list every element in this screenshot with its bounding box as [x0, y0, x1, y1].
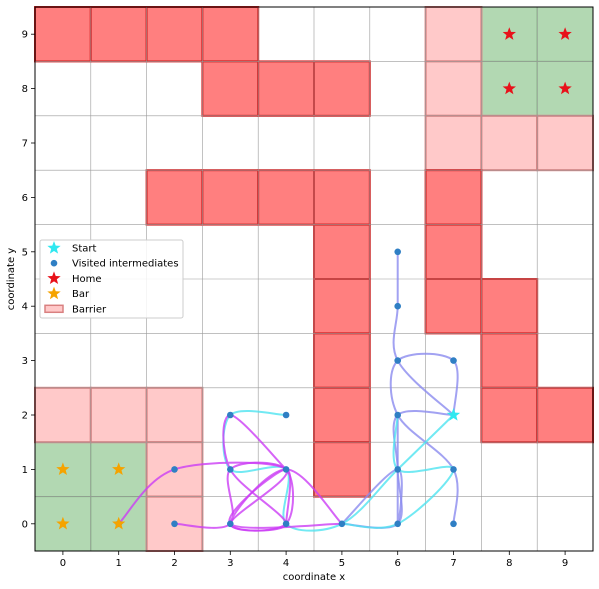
visited-point — [283, 521, 290, 528]
visited-point — [394, 521, 401, 528]
barrier-cell — [91, 7, 147, 61]
y-tick-label: 8 — [22, 84, 28, 95]
barrier-cell — [314, 170, 370, 224]
barrier-cell — [314, 279, 370, 333]
barrier-cell — [35, 7, 91, 61]
barrier-cell — [426, 225, 482, 279]
x-tick-label: 0 — [60, 558, 66, 569]
visited-point — [450, 521, 457, 528]
x-tick-label: 4 — [283, 558, 289, 569]
y-tick-label: 3 — [22, 356, 28, 367]
barrier-cell — [147, 170, 203, 224]
barrier-cell — [202, 61, 258, 115]
visited-point — [394, 249, 401, 256]
barrier-cell — [258, 61, 314, 115]
legend-home-label: Home — [72, 274, 102, 285]
visited-point — [227, 521, 234, 528]
barrier-cell — [537, 388, 593, 442]
barrier-cell — [258, 170, 314, 224]
visited-point — [171, 521, 178, 528]
x-axis-label: coordinate x — [283, 572, 346, 583]
barrier-cell — [314, 442, 370, 496]
barrier-cell — [147, 7, 203, 61]
barrier-cell — [202, 170, 258, 224]
visited-point — [227, 412, 234, 419]
barrier-cell — [426, 279, 482, 333]
soft-barrier-cell — [426, 61, 482, 115]
x-tick-label: 7 — [450, 558, 456, 569]
legend-start-label: Start — [72, 244, 97, 255]
visited-point — [171, 466, 178, 473]
visited-point — [339, 521, 346, 528]
barrier-cell — [426, 170, 482, 224]
soft-barrier-cell — [426, 116, 482, 170]
visited-point — [394, 466, 401, 473]
visited-point — [394, 357, 401, 364]
x-tick-label: 6 — [395, 558, 401, 569]
legend-bar-label: Bar — [72, 289, 90, 300]
barrier-cell — [481, 333, 537, 387]
barrier-cell — [481, 279, 537, 333]
barrier-cell — [314, 61, 370, 115]
legend-barrier-label: Barrier — [72, 304, 107, 315]
visited-point — [394, 303, 401, 310]
x-tick-label: 2 — [171, 558, 177, 569]
soft-barrier-cell — [147, 388, 203, 442]
soft-barrier-cell — [481, 116, 537, 170]
y-tick-label: 1 — [22, 465, 28, 476]
y-tick-label: 6 — [22, 193, 28, 204]
soft-barrier-cell — [426, 7, 482, 61]
y-axis-label: coordinate y — [6, 248, 17, 311]
barrier-cell — [202, 7, 258, 61]
soft-barrier-cell — [537, 116, 593, 170]
legend: Start Visited intermediates Home Bar Bar… — [40, 240, 183, 318]
visited-point — [283, 466, 290, 473]
soft-barrier-cell — [91, 388, 147, 442]
visited-point — [450, 466, 457, 473]
legend-visited-dot-icon — [51, 260, 58, 267]
y-tick-label: 0 — [22, 519, 28, 530]
visited-point — [227, 466, 234, 473]
x-tick-label: 9 — [562, 558, 568, 569]
legend-visited-label: Visited intermediates — [72, 259, 179, 270]
y-tick-label: 4 — [22, 302, 28, 313]
x-tick-label: 3 — [227, 558, 233, 569]
y-tick-label: 7 — [22, 139, 28, 150]
y-tick-label: 5 — [22, 247, 28, 258]
visited-point — [394, 412, 401, 419]
soft-barrier-cell — [35, 388, 91, 442]
legend-barrier-swatch-icon — [45, 305, 63, 312]
visited-point — [283, 412, 290, 419]
barrier-cell — [314, 388, 370, 442]
x-tick-label: 8 — [506, 558, 512, 569]
barrier-cell — [481, 388, 537, 442]
visited-point — [450, 357, 457, 364]
barrier-cell — [314, 225, 370, 279]
barrier-cell — [314, 333, 370, 387]
y-tick-label: 2 — [22, 411, 28, 422]
y-tick-label: 9 — [22, 30, 28, 41]
x-tick-label: 5 — [339, 558, 345, 569]
x-tick-label: 1 — [116, 558, 122, 569]
